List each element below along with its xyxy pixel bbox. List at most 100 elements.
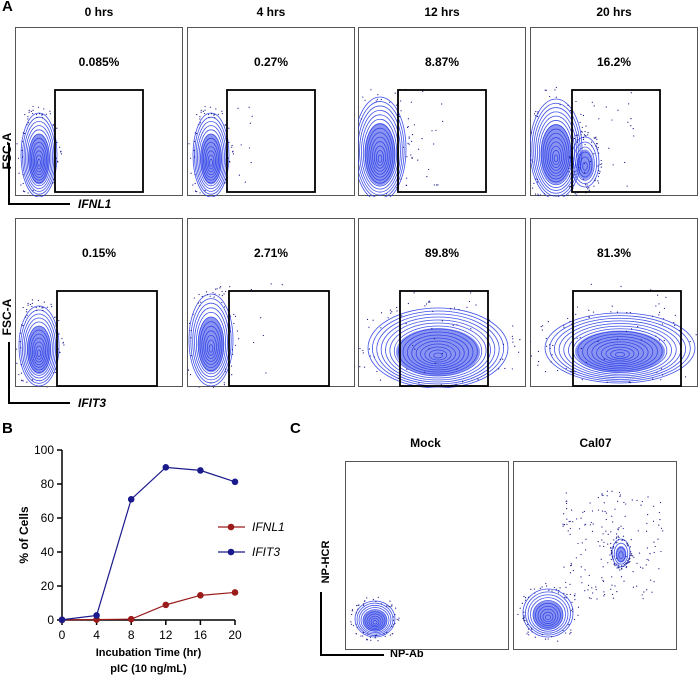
event-dot — [619, 495, 621, 498]
event-dot — [623, 501, 625, 504]
event-dot — [605, 518, 607, 521]
panel-a-label: A — [2, 0, 13, 15]
event-dot — [656, 371, 658, 373]
flow-plot — [358, 27, 526, 197]
event-dot — [591, 530, 594, 532]
event-dot — [595, 136, 597, 138]
event-dot — [597, 540, 599, 543]
event-dot — [655, 305, 657, 307]
event-dot — [591, 145, 593, 147]
event-dot — [613, 547, 615, 549]
event-dot — [658, 524, 660, 526]
event-dot — [608, 147, 610, 149]
x-tick-label: 12 — [159, 628, 173, 642]
event-dot — [433, 184, 435, 186]
event-dot — [665, 296, 667, 299]
event-dot — [572, 521, 574, 523]
event-dot — [603, 545, 605, 547]
event-dot — [582, 511, 584, 513]
event-dot — [437, 184, 439, 186]
row2-y-arrow-line — [8, 342, 10, 404]
event-dot — [249, 122, 251, 124]
event-dot — [627, 121, 629, 123]
event-dot — [597, 509, 600, 511]
event-dot — [659, 501, 662, 504]
y-tick-label: 20 — [41, 579, 55, 593]
event-dot — [570, 564, 573, 566]
event-dot — [658, 568, 660, 570]
event-dot — [601, 494, 603, 496]
cell-population-contour — [517, 582, 580, 642]
event-dot — [565, 586, 567, 588]
event-dot — [576, 306, 579, 308]
event-dot — [426, 176, 428, 178]
event-dot — [406, 368, 408, 370]
event-dot — [250, 288, 252, 291]
legend-label: IFIT3 — [252, 545, 280, 559]
event-dot — [442, 120, 444, 122]
event-dot — [452, 324, 454, 326]
event-dot — [652, 315, 654, 317]
event-dot — [441, 352, 443, 355]
event-dot — [601, 510, 604, 512]
event-dot — [616, 557, 618, 559]
event-dot — [238, 174, 240, 176]
event-dot — [630, 125, 632, 127]
series-line-IFIT3 — [61, 466, 236, 621]
event-dot — [580, 566, 582, 568]
event-dot — [616, 591, 618, 593]
legend-marker — [227, 523, 235, 531]
row1-x-label: IFNL1 — [78, 197, 112, 211]
row2-x-label: IFIT3 — [78, 396, 107, 410]
event-dot — [434, 362, 436, 364]
event-dot — [587, 584, 590, 586]
gate-rect — [572, 290, 682, 387]
event-dot — [661, 323, 664, 325]
event-dot — [643, 591, 645, 593]
line-chart: 0 20 40 60 80 100 0 4 8 12 16 20 Incubation Time (hr… — [17, 443, 285, 675]
event-dot — [250, 161, 252, 164]
event-dot — [580, 517, 582, 519]
event-dot — [592, 592, 594, 594]
event-dot — [431, 130, 433, 132]
event-dot — [244, 181, 246, 183]
event-dot — [596, 598, 598, 600]
event-dot — [655, 335, 657, 337]
event-dot — [240, 144, 242, 146]
event-dot — [642, 567, 644, 569]
event-dot — [640, 566, 642, 568]
event-dot — [620, 525, 622, 527]
event-dot — [623, 580, 625, 582]
y-tick-label: 60 — [41, 511, 55, 525]
event-dot — [617, 109, 619, 111]
event-dot — [574, 599, 576, 601]
event-dot — [231, 349, 233, 351]
event-dot — [466, 306, 468, 308]
event-dot — [248, 106, 250, 108]
event-dot — [569, 583, 571, 585]
event-dot — [229, 286, 231, 288]
event-dot — [565, 492, 567, 494]
event-dot — [412, 344, 414, 347]
data-point-IFNL1 — [197, 592, 204, 599]
event-dot — [589, 524, 591, 526]
event-dot — [624, 161, 626, 164]
event-dot — [602, 566, 604, 568]
event-dot — [605, 512, 608, 514]
event-dot — [641, 500, 643, 503]
event-dot — [654, 545, 656, 548]
event-dot — [651, 591, 653, 593]
event-dot — [646, 558, 648, 561]
time-title: 0 hrs — [84, 5, 114, 19]
gate-rect — [399, 290, 489, 387]
event-dot — [581, 582, 583, 584]
event-dot — [623, 539, 625, 541]
event-dot — [585, 361, 588, 363]
event-dot — [616, 338, 619, 340]
event-dot — [566, 518, 568, 520]
event-dot — [598, 182, 600, 184]
event-dot — [584, 524, 586, 526]
cell-population-contour — [16, 105, 63, 197]
event-dot — [663, 307, 666, 310]
event-dot — [260, 317, 262, 319]
